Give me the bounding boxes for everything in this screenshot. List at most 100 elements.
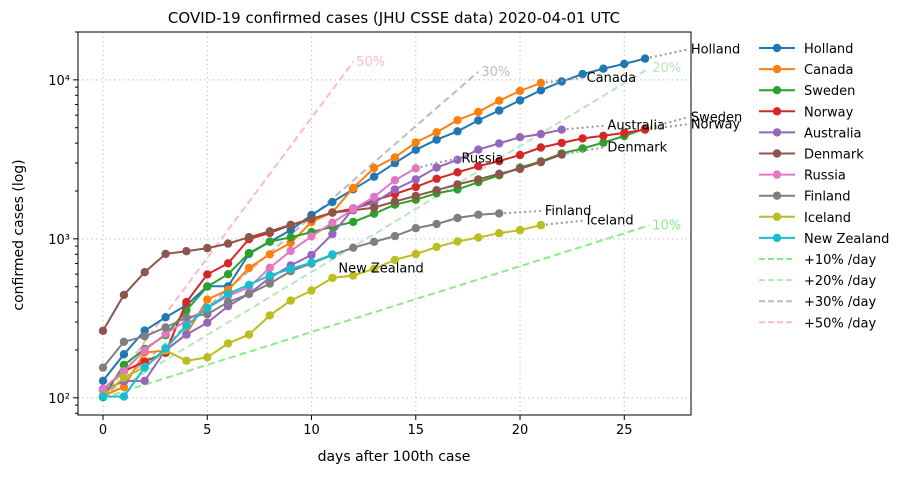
data-point — [349, 217, 358, 227]
data-point — [640, 125, 650, 134]
data-point — [390, 255, 400, 265]
series-line — [102, 224, 542, 397]
data-point — [453, 237, 462, 246]
data-point — [203, 243, 212, 253]
series-end-label: Russia — [461, 152, 503, 167]
data-point — [369, 172, 379, 181]
data-point — [119, 337, 129, 346]
data-point — [432, 163, 441, 172]
series-trail — [499, 209, 541, 215]
series-end-label: Denmark — [607, 140, 667, 155]
legend-label: Iceland — [804, 211, 851, 226]
data-point — [495, 229, 504, 238]
data-point — [474, 210, 483, 219]
data-point — [474, 233, 483, 242]
data-point — [557, 150, 566, 159]
data-point — [515, 86, 525, 96]
data-point — [119, 360, 129, 370]
data-point — [390, 176, 400, 185]
data-point — [557, 138, 566, 148]
data-point — [244, 248, 254, 258]
legend-swatch-marker — [772, 128, 782, 137]
data-point — [244, 330, 254, 339]
data-point — [265, 237, 274, 246]
data-point — [307, 232, 316, 241]
data-point — [182, 247, 191, 256]
data-point — [307, 214, 316, 223]
legend-swatch-marker — [772, 149, 782, 158]
data-point — [140, 346, 149, 355]
data-point — [432, 186, 441, 195]
legend-layer[interactable]: Holland Canada Sweden Norway Australia Denmar… — [759, 42, 889, 331]
data-point — [432, 219, 441, 229]
data-point — [161, 329, 170, 338]
series-line — [103, 253, 333, 398]
legend-swatch-marker — [772, 64, 782, 74]
data-point — [536, 143, 546, 152]
data-point — [474, 107, 483, 117]
data-point — [161, 323, 170, 332]
data-point — [203, 353, 212, 362]
series-trail — [561, 124, 604, 131]
data-point — [620, 128, 629, 138]
data-point — [453, 127, 462, 136]
data-point — [599, 131, 608, 140]
data-point — [369, 209, 379, 218]
data-point — [495, 106, 504, 115]
data-point — [390, 153, 400, 162]
data-point — [495, 156, 504, 166]
data-point — [223, 270, 233, 279]
data-point — [223, 297, 233, 307]
data-point — [495, 96, 504, 105]
data-point — [98, 363, 108, 372]
guide-layer — [102, 61, 650, 399]
data-point — [140, 376, 149, 385]
data-point — [182, 330, 191, 339]
data-point — [119, 392, 129, 401]
data-point — [286, 296, 295, 305]
data-point — [515, 150, 525, 160]
data-point — [474, 145, 483, 154]
data-point — [203, 295, 212, 304]
data-point — [265, 263, 274, 272]
guide-label: 50% — [356, 55, 385, 70]
legend-swatch-marker — [772, 107, 782, 116]
series-line — [102, 167, 417, 390]
data-point — [328, 208, 337, 217]
data-point — [307, 286, 316, 295]
data-point — [578, 69, 587, 79]
x-tick-label: 0 — [99, 423, 107, 438]
data-point — [265, 279, 274, 288]
data-point — [328, 229, 337, 239]
guide-label: 10% — [652, 218, 681, 233]
series-trail — [644, 123, 687, 131]
data-point — [161, 344, 170, 353]
data-point — [557, 125, 566, 134]
guide-label: 30% — [481, 65, 510, 80]
data-point — [203, 270, 212, 279]
data-point — [328, 250, 337, 259]
data-point — [286, 233, 295, 242]
data-point — [369, 163, 379, 173]
guide-line — [102, 61, 355, 399]
data-point — [98, 376, 108, 385]
plot-frame — [77, 31, 692, 416]
data-point — [453, 116, 462, 125]
data-point — [119, 367, 129, 376]
data-point — [223, 239, 233, 248]
data-point — [432, 128, 441, 137]
data-point — [411, 138, 420, 147]
series-end-label: Sweden — [691, 110, 742, 125]
series-trail — [561, 146, 604, 156]
data-point — [390, 197, 400, 206]
series-trail — [644, 116, 688, 130]
data-point — [411, 175, 420, 184]
series-trail — [415, 157, 458, 170]
legend-swatch-marker — [772, 86, 782, 95]
data-point — [536, 78, 546, 88]
legend-label: Sweden — [804, 84, 855, 99]
legend-label: +20% /day — [804, 274, 877, 289]
data-point — [203, 318, 212, 327]
data-point — [265, 250, 274, 259]
